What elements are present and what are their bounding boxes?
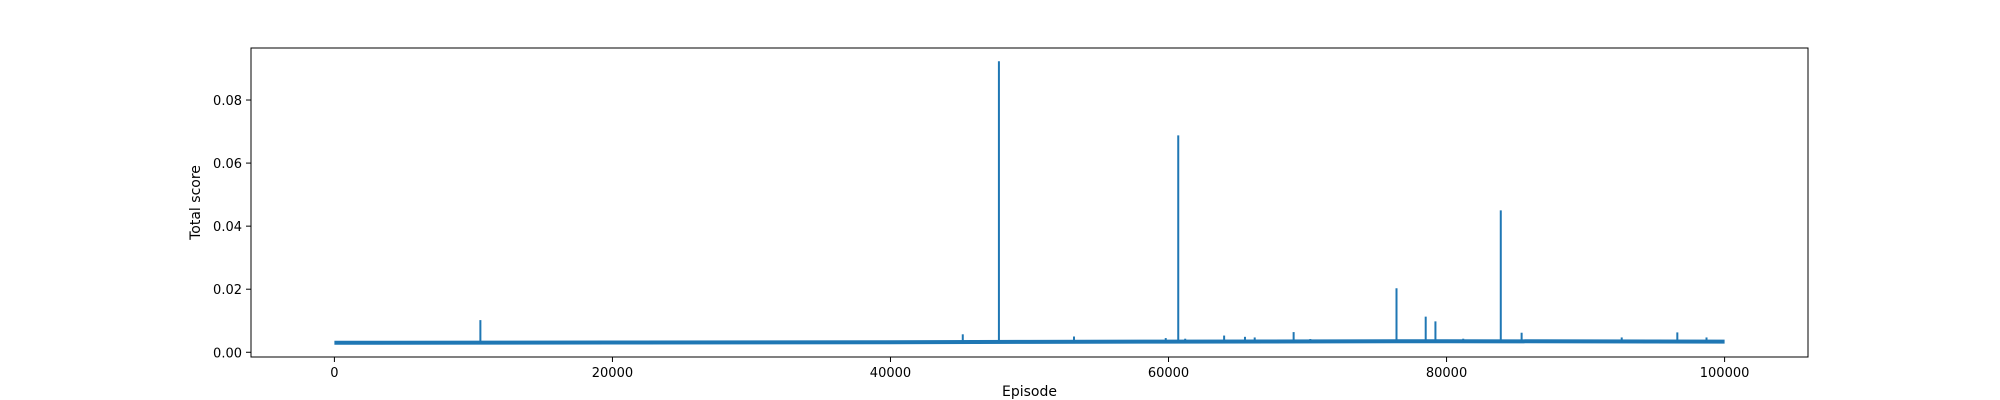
series-line — [334, 339, 1725, 345]
x-tick-label: 100000 — [1700, 366, 1750, 381]
x-tick-label: 0 — [330, 366, 338, 381]
y-axis-label: Total score — [188, 165, 204, 241]
y-tick-label: 0.00 — [213, 346, 242, 361]
y-tick-label: 0.04 — [213, 220, 242, 235]
x-axis-label: Episode — [1002, 384, 1057, 400]
x-tick-label: 60000 — [1148, 366, 1189, 381]
x-tick-label: 20000 — [592, 366, 633, 381]
x-tick-label: 80000 — [1426, 366, 1467, 381]
y-tick-label: 0.08 — [213, 94, 242, 109]
y-tick-label: 0.02 — [213, 283, 242, 298]
x-tick-label: 40000 — [870, 366, 911, 381]
plot-data-layer — [334, 61, 1725, 345]
y-tick-label: 0.06 — [213, 157, 242, 172]
x-axis: 0 20000 40000 60000 80000 100000 — [330, 357, 1749, 381]
y-axis: 0.00 0.02 0.04 0.06 0.08 — [213, 94, 251, 361]
plot-frame — [250, 47, 1809, 358]
